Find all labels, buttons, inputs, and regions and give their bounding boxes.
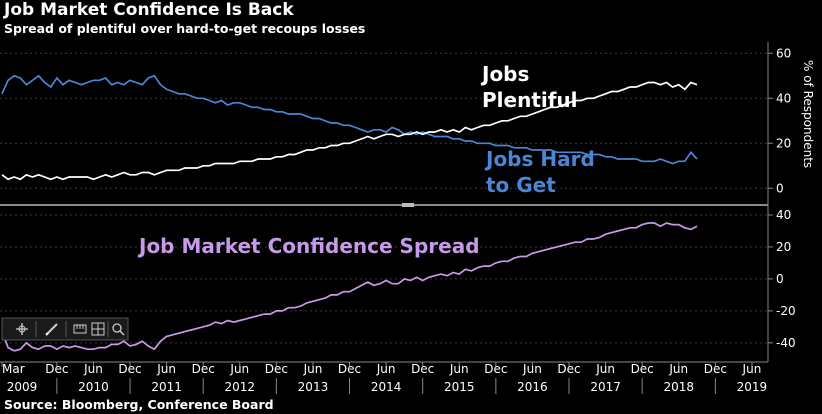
chart-toolbar <box>1 317 129 341</box>
x-tick-month: Dec <box>265 362 288 376</box>
x-tick-month: Jun <box>303 362 323 376</box>
x-tick-month: Jun <box>742 362 762 376</box>
x-tick-month: Jun <box>156 362 176 376</box>
pencil-icon[interactable] <box>45 323 58 336</box>
spread-label: Job Market Confidence Spread <box>137 234 480 258</box>
source-note: Source: Bloomberg, Conference Board <box>4 397 274 412</box>
crosshair-icon[interactable] <box>16 323 28 335</box>
upper-gridlines <box>0 52 768 189</box>
x-tick-month: Jun <box>376 362 396 376</box>
x-tick-month: Jun <box>449 362 469 376</box>
x-tick-month: Jun <box>595 362 615 376</box>
x-tick-year: 2010 <box>78 380 109 394</box>
x-tick-year: 2018 <box>663 380 694 394</box>
confidence-spread-line <box>1 222 698 352</box>
divider-handle[interactable] <box>402 203 414 207</box>
hard-label-line2: to Get <box>486 173 556 197</box>
upper-y-axis: 0 20 40 60 <box>768 46 791 195</box>
y-axis-label: % of Respondents <box>801 60 815 168</box>
x-axis: Mar 2009 Dec Jun 2010 Dec Jun 2011 Dec Jun 2012 Dec… <box>0 361 768 394</box>
x-tick-year: 2013 <box>298 380 329 394</box>
x-tick-year: 2014 <box>371 380 402 394</box>
grid-icon[interactable] <box>91 322 105 336</box>
x-tick-year: 2011 <box>151 380 182 394</box>
y-tick-label: 60 <box>776 46 791 60</box>
chart-title: Job Market Confidence Is Back <box>4 0 294 20</box>
y-tick-label: 40 <box>776 208 791 222</box>
y-tick-label: 20 <box>776 136 791 150</box>
x-tick-month: Dec <box>557 362 580 376</box>
y-tick-label: -40 <box>776 336 796 350</box>
x-tick-month: Dec <box>704 362 727 376</box>
x-tick-year: 2012 <box>225 380 256 394</box>
x-tick-month: Jun <box>522 362 542 376</box>
x-tick-month: Jun <box>229 362 249 376</box>
x-tick-month: Dec <box>484 362 507 376</box>
x-tick-month: Dec <box>45 362 68 376</box>
x-tick-month: Dec <box>411 362 434 376</box>
y-tick-label: -20 <box>776 304 796 318</box>
x-tick-year: 2017 <box>590 380 621 394</box>
chart-subtitle: Spread of plentiful over hard-to-get rec… <box>4 21 366 36</box>
jobs-plentiful-line <box>1 81 698 181</box>
ruler-icon[interactable] <box>73 324 87 334</box>
jobs-hard-to-get-line <box>1 74 698 165</box>
x-tick-month: Jun <box>668 362 688 376</box>
y-tick-label: 40 <box>776 91 791 105</box>
x-tick-month: Mar <box>2 362 25 376</box>
x-tick-month: Dec <box>631 362 654 376</box>
y-tick-label: 20 <box>776 240 791 254</box>
lower-panel: -40 -20 0 20 40 Job Market Confidence Spread <box>0 208 796 352</box>
x-tick-month: Jun <box>83 362 103 376</box>
x-tick-year: 2009 <box>7 380 38 394</box>
x-tick-year: 2019 <box>737 380 768 394</box>
x-tick-year: 2015 <box>444 380 475 394</box>
plentiful-label-line2: Plentiful <box>482 88 578 112</box>
hard-label-line1: Jobs Hard <box>484 147 595 171</box>
plentiful-label-line1: Jobs <box>480 62 529 86</box>
x-tick-month: Dec <box>338 362 361 376</box>
lower-y-axis: -40 -20 0 20 40 <box>768 208 796 350</box>
lower-gridlines <box>0 214 768 344</box>
x-tick-year: 2016 <box>517 380 548 394</box>
x-tick-month: Dec <box>118 362 141 376</box>
y-tick-label: 0 <box>776 272 784 286</box>
x-tick-month: Dec <box>192 362 215 376</box>
zoom-icon[interactable] <box>112 323 125 336</box>
y-tick-label: 0 <box>776 181 784 195</box>
